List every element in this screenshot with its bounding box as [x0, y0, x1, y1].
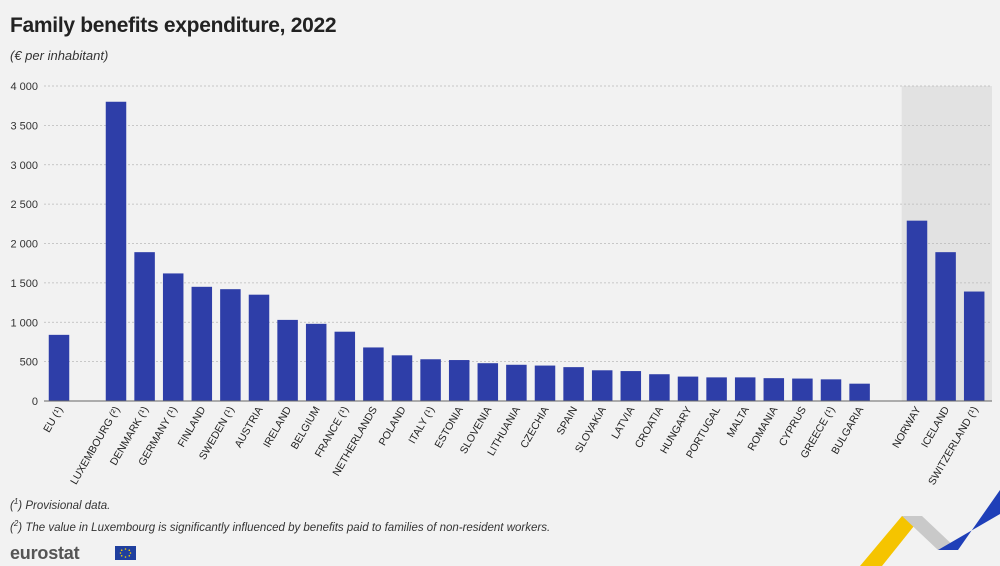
bar	[820, 379, 842, 401]
footnote-2-mark: 2	[13, 518, 19, 528]
y-tick-label: 3 500	[10, 120, 38, 132]
x-tick-label: CYPRUS	[777, 405, 809, 449]
x-tick-label: ITALY (¹)	[406, 405, 437, 446]
chart-subtitle: (€ per inhabitant)	[10, 48, 109, 63]
x-tick-label: CZECHIA	[518, 405, 551, 451]
footnote-2: (2) The value in Luxembourg is significa…	[10, 518, 551, 534]
bar	[591, 370, 613, 401]
y-tick-label: 1 000	[10, 317, 38, 329]
bar	[649, 374, 670, 401]
y-tick-label: 2 500	[10, 199, 38, 211]
bar	[48, 334, 70, 401]
bar	[448, 360, 470, 401]
x-tick-label: EU (¹)	[41, 405, 65, 435]
bar	[706, 377, 727, 401]
bar	[277, 319, 298, 401]
footnotes: (1) Provisional data. (2) The value in L…	[10, 493, 550, 537]
bar	[391, 355, 413, 401]
bar	[849, 383, 870, 401]
bar	[620, 371, 642, 401]
bar	[906, 220, 928, 401]
y-tick-label: 0	[32, 396, 38, 408]
chart-title: Family benefits expenditure, 2022	[10, 14, 337, 37]
x-tick-label: LATVIA	[609, 405, 637, 442]
footnote-1-mark: 1	[13, 497, 19, 506]
bar	[363, 347, 384, 401]
footnote-1: (1) Provisional data.	[10, 497, 111, 512]
y-tick-label: 4 000	[10, 81, 38, 93]
x-tick-label: LUXEMBOURG (²)	[68, 405, 122, 487]
bar	[506, 364, 527, 401]
bar	[248, 294, 270, 401]
y-tick-label: 500	[20, 357, 38, 369]
eurostat-logo: eurostat	[10, 543, 80, 563]
y-tick-label: 3 000	[10, 160, 38, 172]
bar	[734, 377, 756, 401]
bar	[534, 365, 556, 401]
y-tick-label: 2 000	[10, 239, 38, 251]
bar	[191, 286, 213, 401]
bar	[105, 101, 127, 401]
bar	[420, 359, 441, 401]
x-tick-label: POLAND	[377, 404, 409, 448]
bar	[134, 252, 155, 401]
bar	[677, 376, 699, 401]
footnote-2-text: The value in Luxembourg is significantly…	[22, 521, 551, 534]
x-tick-label: SPAIN	[554, 405, 580, 438]
bar	[305, 323, 327, 401]
bar	[792, 378, 813, 401]
footnote-1-text: Provisional data.	[22, 499, 111, 512]
bar	[935, 252, 956, 401]
eu-flag-icon	[115, 546, 136, 560]
x-tick-label: MALTA	[725, 405, 752, 440]
bar	[563, 367, 584, 401]
bar	[477, 363, 499, 401]
decorative-swoosh-icon	[860, 490, 1000, 566]
bar	[763, 378, 785, 401]
bar	[162, 273, 184, 401]
bar	[220, 289, 241, 401]
y-tick-label: 1 500	[10, 278, 38, 290]
bar	[334, 331, 356, 401]
bar	[963, 291, 985, 401]
